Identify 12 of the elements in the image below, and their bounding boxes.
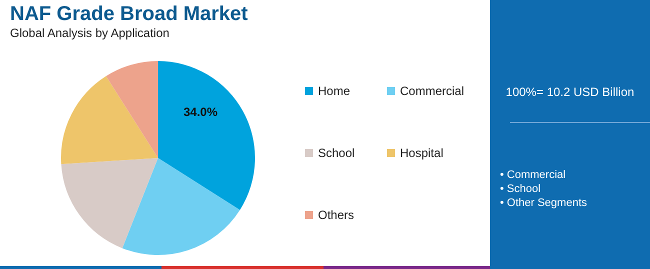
text: • Other Segments: [500, 196, 588, 210]
legend-label: Hospital: [400, 146, 444, 160]
text: 100%= 10.2 USD Billion: [504, 85, 636, 99]
legend-label: Home: [318, 84, 350, 98]
legend-label: School: [318, 146, 355, 160]
legend-label: Commercial: [400, 84, 464, 98]
data-label: 34.0%: [183, 104, 218, 119]
legend-label: Others: [318, 208, 354, 222]
text: • School: [500, 182, 542, 196]
chart-title: NAF Grade Broad Market: [10, 3, 248, 26]
text: • Commercial: [500, 168, 567, 182]
chart-subtitle: Global Analysis by Application: [10, 26, 170, 40]
